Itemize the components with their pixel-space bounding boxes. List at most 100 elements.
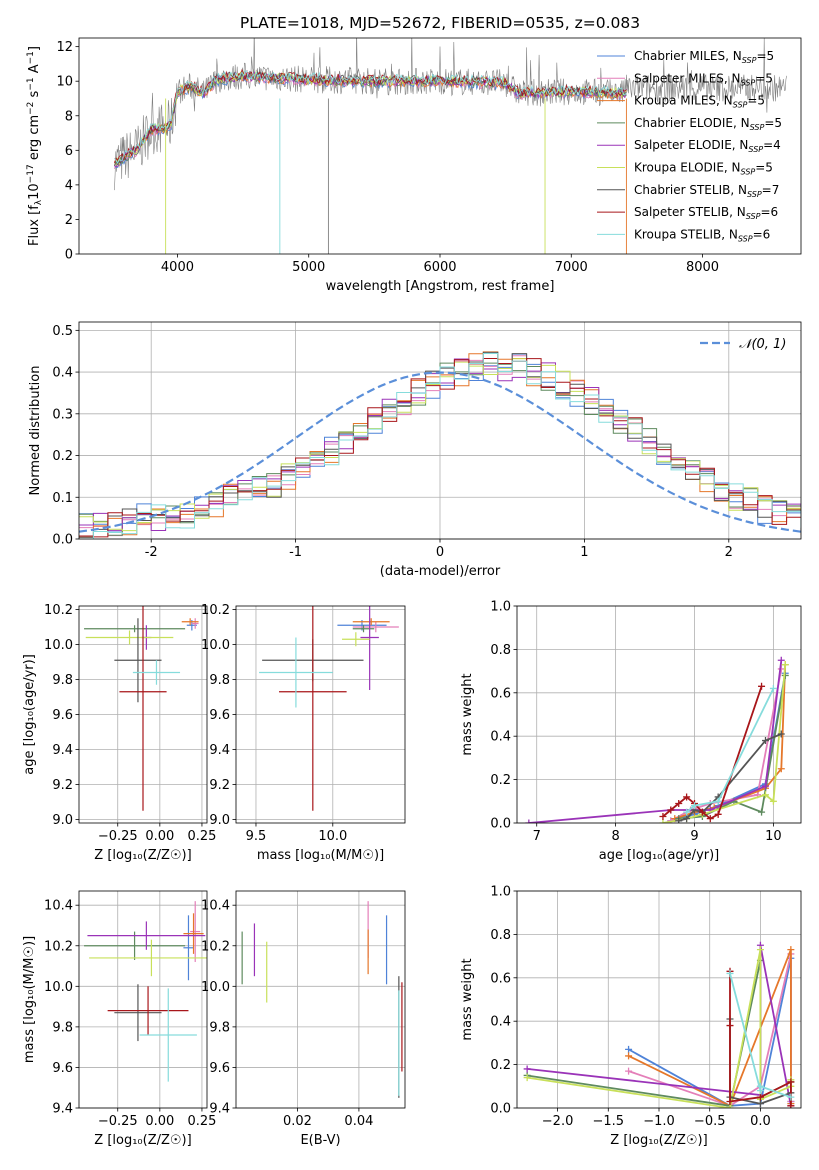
y-tick-label: 8	[65, 109, 73, 124]
x-tick-label: -1	[289, 545, 302, 560]
y-tick-label: 0.0	[52, 533, 73, 548]
y-tick-label: 9.6	[52, 1061, 73, 1076]
series-line	[729, 971, 792, 1106]
y-tick-label: 0.4	[490, 1015, 511, 1030]
chart-title: PLATE=1018, MJD=52672, FIBERID=0535, z=0…	[240, 14, 640, 32]
series-marker	[769, 797, 777, 805]
x-axis-label: wavelength [Angstrom, rest frame]	[326, 279, 555, 294]
y-tick-label: 0.0	[490, 1102, 511, 1117]
y-tick-label: 10.0	[44, 980, 73, 995]
panel-6: −0.25 0.00 0.25 9.4 9.6 9.8 10.0 10.2 10.4 Z [log…	[22, 890, 216, 1148]
panel-2: -2 -1 0 1 2 0.0 0.1 0.2 0.3 0.4 0.5 (data-model)/er…	[28, 321, 802, 579]
legend-entry: Salpeter ELODIE, NSSP=4	[634, 138, 781, 154]
axes-frame	[235, 890, 406, 1109]
series-marker	[659, 812, 667, 820]
series-marker	[726, 969, 734, 977]
y-tick-label: 0.3	[52, 407, 73, 422]
series-marker	[714, 810, 722, 818]
y-tick-label: 10.0	[201, 980, 230, 995]
series-marker	[787, 1078, 795, 1086]
series-marker	[683, 815, 691, 823]
hist-chabrier-miles	[79, 353, 801, 533]
errorbar-plot	[241, 901, 403, 1098]
x-axis-label: Z [log₁₀(Z/Z☉)]	[94, 1133, 191, 1148]
axes-frame	[78, 890, 208, 1109]
series-marker	[756, 946, 764, 954]
legend-entry: Chabrier MILES, NSSP=5	[634, 49, 774, 65]
series-line	[686, 688, 775, 813]
y-tick-label: 10.2	[201, 939, 230, 954]
x-tick-label: −1.5	[592, 1114, 624, 1129]
y-tick-label: 10.4	[201, 899, 230, 914]
x-tick-label: 7000	[555, 260, 588, 275]
y-tick-label: 9.4	[209, 1102, 230, 1117]
hist-kroupa-miles	[79, 351, 801, 538]
series-marker	[758, 682, 766, 690]
series-marker	[726, 1097, 734, 1105]
series-marker	[625, 1067, 633, 1075]
series-marker	[762, 782, 769, 790]
panel-7: 0.02 0.04 9.4 9.6 9.8 10.0 10.2 10.4 E(B-V)	[201, 890, 406, 1148]
x-tick-label: -2	[145, 545, 158, 560]
y-tick-label: 9.0	[209, 813, 230, 828]
y-tick-label: 1.0	[490, 885, 511, 900]
series-marker	[726, 1104, 734, 1108]
series-marker	[787, 946, 795, 954]
series-marker	[625, 1045, 633, 1053]
x-tick-label: 6000	[423, 260, 456, 275]
line-plot	[523, 941, 795, 1108]
y-axis-label: age [log₁₀(age/yr)]	[22, 654, 37, 775]
y-tick-label: 9.4	[52, 1102, 73, 1117]
y-tick-label: 9.2	[209, 778, 230, 793]
x-tick-label: −0.25	[98, 829, 138, 844]
series-marker	[691, 802, 698, 810]
y-tick-label: 4	[65, 178, 73, 193]
panel-3: −0.25 0.00 0.25 9.0 9.2 9.4 9.6 9.8 10.0 10.2 Z [l…	[22, 603, 216, 863]
x-tick-label: 0.0	[750, 1114, 771, 1129]
y-tick-label: 0.5	[52, 324, 73, 339]
x-tick-label: 0.25	[187, 1114, 216, 1129]
series-marker	[726, 1022, 734, 1030]
series-marker	[777, 730, 785, 738]
errorbar-plot	[84, 901, 207, 1082]
y-axis-label: mass weight	[460, 958, 475, 1040]
x-tick-label: 0.00	[145, 1114, 174, 1129]
line-plot	[525, 656, 789, 823]
x-axis-label: (data-model)/error	[380, 564, 501, 579]
y-tick-label: 9.8	[52, 1020, 73, 1035]
panel-8: −2.0 −1.5 −1.0 −0.5 0.0 0.0 0.2 0.4 0.6 0.8 1.0 Z […	[460, 885, 802, 1148]
legend-entry: Kroupa STELIB, NSSP=6	[634, 227, 770, 243]
hist-kroupa-elodie	[79, 358, 801, 532]
y-tick-label: 12	[56, 40, 73, 55]
spectrum-plot	[114, 38, 787, 254]
observed-spectrum	[114, 38, 787, 191]
series-marker	[777, 656, 785, 664]
series-marker	[659, 819, 667, 823]
x-tick-label: 8000	[686, 260, 719, 275]
x-tick-label: 0.25	[187, 829, 216, 844]
y-axis-label: Flux [fλ10−17 erg cm−2 s−1 A−1]	[26, 46, 44, 246]
series-line	[662, 686, 763, 820]
y-tick-label: 10.4	[44, 899, 73, 914]
x-tick-label: 0.02	[283, 1114, 312, 1129]
series-marker	[683, 808, 691, 816]
series-marker	[781, 661, 789, 669]
y-tick-label: 0.4	[490, 730, 511, 745]
x-axis-label: age [log₁₀(age/yr)]	[599, 848, 720, 863]
series-marker	[769, 684, 777, 692]
model-spectrum-kroupa-miles	[114, 72, 627, 165]
series-marker	[706, 815, 714, 823]
x-tick-label: 4000	[161, 260, 194, 275]
series-marker	[525, 819, 533, 823]
y-tick-label: 9.0	[52, 813, 73, 828]
x-tick-label: 10	[765, 829, 782, 844]
x-tick-label: −2.0	[542, 1114, 574, 1129]
errorbar-plot	[84, 606, 199, 811]
legend-entry: Salpeter MILES, NSSP=5	[634, 71, 773, 87]
hist-salpeter-elodie	[79, 358, 801, 531]
y-tick-label: 10.2	[201, 603, 230, 618]
y-axis-label: Normed distribution	[28, 366, 43, 496]
y-tick-label: 0.2	[52, 449, 73, 464]
y-tick-label: 0.8	[490, 643, 511, 658]
